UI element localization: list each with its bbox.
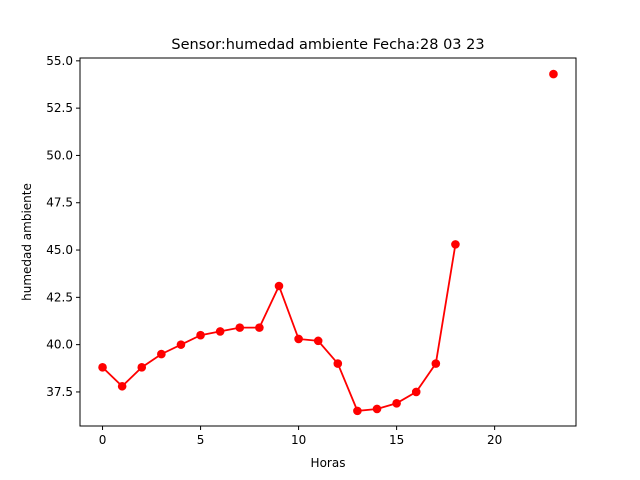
data-point [176, 340, 186, 349]
y-tick-label: 55.0 [46, 54, 73, 68]
data-point [372, 404, 382, 414]
x-tick-label: 0 [99, 433, 107, 447]
plot-area [98, 69, 558, 416]
y-tick-label: 40.0 [46, 338, 73, 352]
data-point [98, 363, 107, 372]
data-point [313, 336, 323, 346]
data-point [333, 359, 343, 368]
y-tick-label: 50.0 [46, 148, 73, 162]
x-axis-label: Horas [311, 456, 346, 470]
data-point [196, 330, 205, 340]
y-tick-label: 45.0 [46, 243, 73, 257]
y-tick-label: 47.5 [46, 196, 73, 210]
data-point [411, 387, 421, 397]
y-axis-label: humedad ambiente [20, 183, 34, 301]
x-tick-label: 10 [291, 433, 306, 447]
chart-title: Sensor:humedad ambiente Fecha:28 03 23 [171, 37, 484, 53]
x-tick-label: 15 [389, 433, 404, 447]
data-point [157, 349, 166, 359]
plot-frame [79, 57, 577, 427]
data-point [137, 363, 147, 372]
data-point [431, 359, 441, 368]
x-tick-label: 5 [197, 433, 205, 447]
data-point [215, 327, 225, 336]
data-point [255, 323, 264, 332]
x-tick-label: 20 [487, 433, 502, 447]
y-tick-label: 52.5 [46, 101, 73, 115]
data-point [235, 323, 245, 332]
y-tick-label: 42.5 [46, 290, 73, 304]
data-point [451, 240, 460, 249]
data-point [549, 69, 558, 79]
data-point [117, 381, 127, 391]
data-point [392, 398, 401, 408]
data-point [274, 281, 284, 291]
data-point [294, 334, 303, 344]
y-tick-label: 37.5 [46, 385, 73, 399]
data-point [353, 406, 362, 416]
